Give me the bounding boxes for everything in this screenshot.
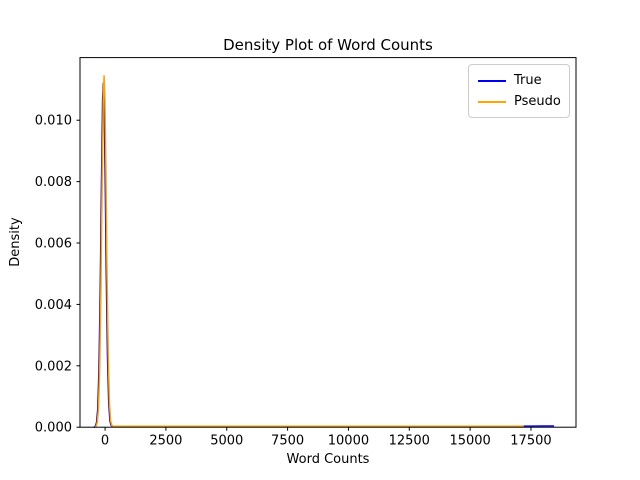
x-tick-label: 0 [101, 434, 109, 449]
legend-item-pseudo: Pseudo [478, 91, 561, 112]
y-tick-label: 0.000 [35, 421, 72, 436]
x-tick-label: 15000 [449, 434, 490, 449]
legend-item-true: True [478, 70, 561, 91]
x-axis-label: Word Counts [287, 452, 370, 467]
axes-frame [79, 57, 577, 428]
y-tick-label: 0.008 [35, 175, 72, 190]
series-layer [93, 74, 555, 428]
legend-label-true: True [514, 73, 542, 88]
legend: True Pseudo [468, 64, 570, 118]
x-tick-label: 7500 [271, 434, 304, 449]
x-tick-label: 17500 [510, 434, 551, 449]
density-line-true [93, 82, 555, 428]
y-tick-label: 0.002 [35, 359, 72, 374]
density-line-pseudo [94, 74, 524, 428]
x-tick-label: 12500 [389, 434, 430, 449]
x-tick-label: 5000 [210, 434, 243, 449]
x-tick-label: 2500 [149, 434, 182, 449]
x-tick-label: 10000 [328, 434, 369, 449]
y-tick-label: 0.004 [35, 298, 72, 313]
legend-label-pseudo: Pseudo [514, 94, 561, 109]
pseudo-line-swatch [478, 100, 506, 103]
true-line-swatch [478, 79, 506, 82]
tick-layer: 0 2500 5000 7500 10000 12500 15000 17500 0.000 0.… [35, 114, 552, 449]
y-tick-label: 0.006 [35, 237, 72, 252]
y-tick-label: 0.010 [35, 114, 72, 129]
y-axis-label: Density [8, 217, 23, 267]
chart-title: Density Plot of Word Counts [223, 36, 433, 54]
